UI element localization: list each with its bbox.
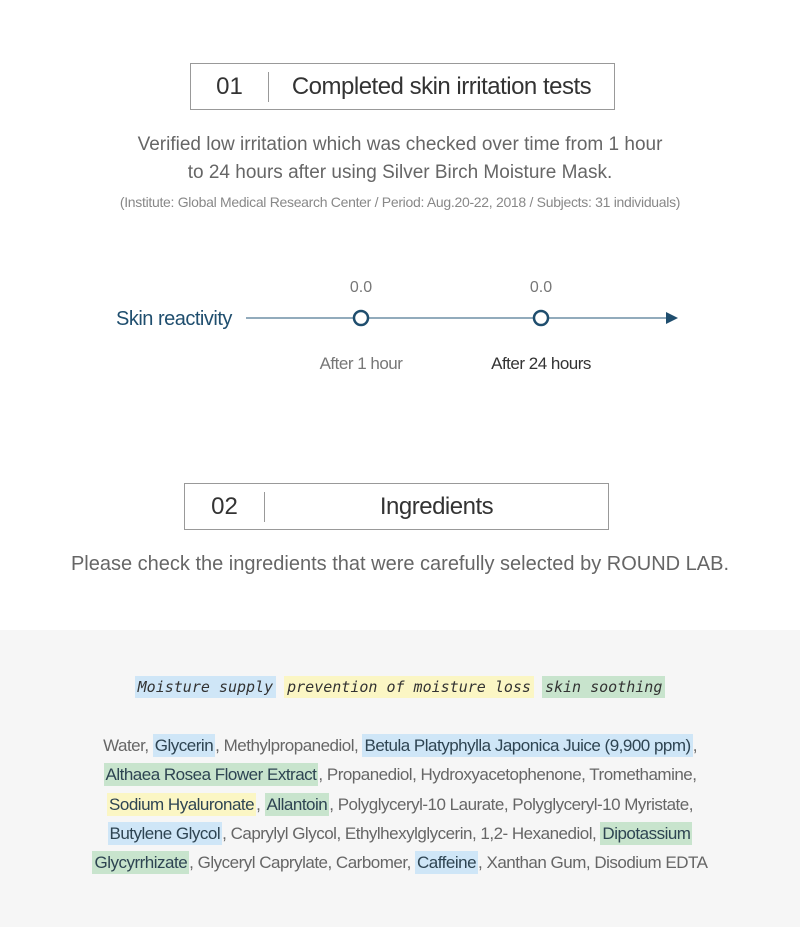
legend-moisture-supply: Moisture supply xyxy=(134,676,277,698)
ingredients-description: Please check the ingredients that were c… xyxy=(70,553,730,575)
highlighted-ingredient: Betula Platyphylla Japonica Juice (9,900… xyxy=(362,734,693,757)
timeline-point xyxy=(352,309,370,327)
ingredient-text: , Methylpropanediol, xyxy=(215,736,363,755)
skin-reactivity-timeline: Skin reactivity 0.0 0.0 After 1 hour Aft… xyxy=(0,270,800,380)
description-line: to 24 hours after using Silver Birch Moi… xyxy=(187,162,613,183)
ingredients-line: Althaea Rosea Flower Extract, Propanedio… xyxy=(0,760,800,789)
ingredient-text: Water, xyxy=(103,736,153,755)
ingredient-text: , xyxy=(256,794,265,814)
highlighted-ingredient: Caffeine xyxy=(415,851,479,875)
timeline-point xyxy=(532,309,550,327)
ingredient-text: , Polyglyceryl-10 Laurate, Polyglyceryl-… xyxy=(329,794,693,814)
highlighted-ingredient: Glycerin xyxy=(152,734,216,757)
point-value: 0.0 xyxy=(349,279,373,296)
highlighted-ingredient: Dipotassium xyxy=(600,821,693,845)
legend-moisture-loss-prevention: prevention of moisture loss xyxy=(284,676,534,698)
highlighted-ingredient: Althaea Rosea Flower Extract xyxy=(103,763,319,787)
ingredient-text: , Xanthan Gum, Disodium EDTA xyxy=(478,853,708,873)
point-value: 0.0 xyxy=(529,279,553,296)
section-number: 01 xyxy=(191,71,269,102)
timeline-axis xyxy=(246,309,678,327)
ingredients-line: Butylene Glycol, Caprylyl Glycol, Ethylh… xyxy=(0,819,800,848)
legend-skin-soothing: skin soothing xyxy=(541,676,666,698)
highlighted-ingredient: Butylene Glycol xyxy=(107,821,223,845)
ingredient-text: , Glyceryl Caprylate, Carbomer, xyxy=(189,853,416,873)
ingredients-line: Water, Glycerin, Methylpropanediol, Betu… xyxy=(0,731,800,760)
study-note: (Institute: Global Medical Research Cent… xyxy=(119,194,681,210)
section-number: 02 xyxy=(185,491,265,522)
ingredients-list: Water, Glycerin, Methylpropanediol, Betu… xyxy=(0,731,800,877)
highlighted-ingredient: Sodium Hyaluronate xyxy=(107,792,257,816)
irritation-description: Verified low irritation which was checke… xyxy=(0,131,800,187)
section-title: Ingredients xyxy=(379,492,494,520)
ingredients-line: Glycyrrhizate, Glyceryl Caprylate, Carbo… xyxy=(0,848,800,877)
point-label: After 24 hours xyxy=(491,354,591,373)
ingredient-text: , xyxy=(692,736,698,755)
highlighted-ingredient: Allantoin xyxy=(264,792,330,816)
arrow-icon xyxy=(666,312,678,324)
ingredients-line: Sodium Hyaluronate, Allantoin, Polyglyce… xyxy=(0,790,800,819)
ingredient-text: , Caprylyl Glycol, Ethylhexylglycerin, 1… xyxy=(222,823,601,843)
ingredients-legend: Moisture supply prevention of moisture lo… xyxy=(0,676,800,698)
description-line: Verified low irritation which was checke… xyxy=(137,134,663,155)
section-heading-irritation: 01 Completed skin irritation tests xyxy=(190,63,615,110)
section-title: Completed skin irritation tests xyxy=(291,72,592,100)
section-heading-ingredients: 02 Ingredients xyxy=(184,483,609,530)
ingredient-text: , Propanediol, Hydroxyacetophenone, Trom… xyxy=(318,765,697,785)
point-label: After 1 hour xyxy=(319,354,403,373)
timeline-label: Skin reactivity xyxy=(116,308,232,330)
highlighted-ingredient: Glycyrrhizate xyxy=(92,851,190,875)
